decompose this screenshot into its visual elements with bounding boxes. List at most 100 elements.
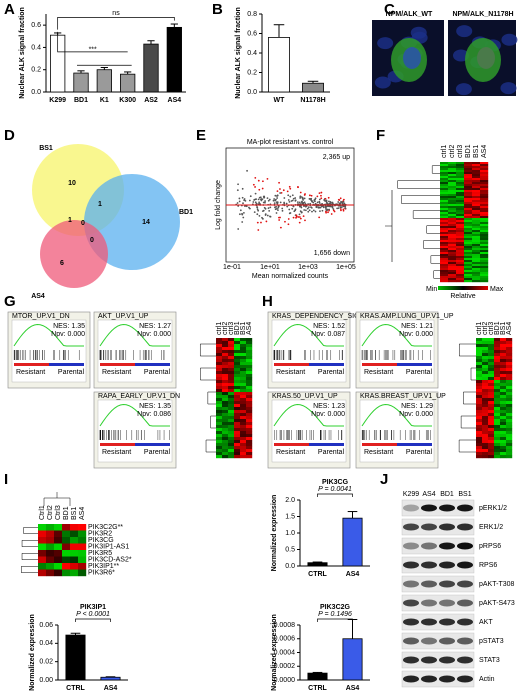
group-label: Parental bbox=[406, 369, 433, 376]
heat-cell bbox=[464, 184, 473, 187]
heat-cell bbox=[480, 170, 489, 173]
point bbox=[254, 186, 256, 188]
heat-cell bbox=[234, 371, 241, 375]
heat-cell bbox=[440, 164, 449, 167]
heat-cell bbox=[78, 524, 87, 531]
heat-cell bbox=[246, 455, 253, 459]
point bbox=[333, 210, 336, 213]
heat-cell bbox=[506, 440, 513, 444]
heat-cell bbox=[500, 428, 507, 432]
heat-cell bbox=[448, 246, 457, 249]
point bbox=[318, 192, 321, 195]
heat-cell bbox=[472, 262, 481, 265]
heat-cell bbox=[488, 359, 495, 363]
heat-cell bbox=[46, 543, 55, 551]
bar bbox=[342, 517, 363, 567]
heat-cell bbox=[500, 443, 507, 447]
point bbox=[294, 208, 297, 211]
point bbox=[283, 202, 286, 205]
protein-label: pRPS6 bbox=[479, 543, 501, 550]
y-tick-label: 0.2 bbox=[247, 69, 257, 76]
x-tick-label: AS4 bbox=[168, 97, 182, 104]
heat-cell bbox=[464, 264, 473, 267]
heat-cell bbox=[440, 174, 449, 177]
heat-cell bbox=[472, 266, 481, 269]
blot-strip bbox=[401, 651, 475, 669]
band bbox=[439, 599, 455, 607]
heat-cell bbox=[480, 228, 489, 231]
band bbox=[439, 542, 455, 550]
heat-cell bbox=[234, 422, 241, 426]
heat-cell bbox=[464, 200, 473, 203]
heat-cell bbox=[482, 338, 489, 342]
heat-cell bbox=[472, 236, 481, 239]
heat-cell bbox=[246, 449, 253, 453]
heat-cell bbox=[480, 162, 489, 165]
heat-cell bbox=[464, 230, 473, 233]
heat-cell bbox=[216, 356, 223, 360]
heat-cell bbox=[216, 401, 223, 405]
point bbox=[324, 197, 327, 200]
heat-cell bbox=[216, 416, 223, 420]
heat-cell bbox=[228, 377, 235, 381]
column-label: Ctrl2 bbox=[47, 505, 54, 520]
heat-cell bbox=[494, 365, 501, 369]
heat-cell bbox=[240, 356, 247, 360]
heat-cell bbox=[480, 260, 489, 263]
heat-cell bbox=[480, 212, 489, 215]
point bbox=[296, 201, 299, 203]
heat-cell bbox=[476, 368, 483, 372]
point bbox=[261, 180, 264, 183]
heat-cell bbox=[506, 410, 513, 414]
dendrogram bbox=[43, 492, 71, 506]
point bbox=[339, 206, 342, 209]
heat-cell bbox=[222, 428, 229, 432]
heat-cell bbox=[440, 220, 449, 223]
y-axis-label: Normalized expression bbox=[271, 614, 278, 691]
point bbox=[330, 213, 333, 215]
heat-cell bbox=[482, 344, 489, 348]
heat-cell bbox=[246, 338, 253, 342]
heat-cell bbox=[464, 212, 473, 215]
heat-cell bbox=[440, 210, 449, 213]
heat-cell bbox=[482, 422, 489, 426]
heat-cell bbox=[476, 398, 483, 402]
point bbox=[294, 197, 297, 199]
point bbox=[246, 169, 248, 172]
heat-cell bbox=[234, 362, 241, 366]
heat-cell bbox=[240, 428, 247, 432]
heat-cell bbox=[500, 365, 507, 369]
heat-cell bbox=[228, 338, 235, 342]
heat-cell bbox=[464, 228, 473, 231]
point bbox=[331, 206, 334, 209]
column-label: BS1 bbox=[473, 145, 480, 158]
heat-cell bbox=[506, 338, 513, 342]
bracket bbox=[75, 618, 111, 622]
heat-cell bbox=[464, 192, 473, 195]
rank-red bbox=[362, 443, 397, 446]
point bbox=[266, 197, 269, 200]
heat-cell bbox=[500, 356, 507, 360]
heat-cell bbox=[234, 386, 241, 390]
point bbox=[314, 197, 317, 200]
heat-cell bbox=[240, 452, 247, 456]
x-tick-label: BD1 bbox=[74, 97, 88, 104]
group-label: Resistant bbox=[102, 449, 131, 456]
point bbox=[269, 215, 272, 218]
heat-cell bbox=[456, 170, 465, 173]
column-label: BD1 bbox=[234, 321, 241, 335]
point bbox=[339, 202, 342, 205]
heat-cell bbox=[464, 190, 473, 193]
nucleus bbox=[455, 83, 472, 96]
protein-label: pSTAT3 bbox=[479, 638, 504, 645]
heat-cell bbox=[440, 188, 449, 191]
heat-cell bbox=[506, 455, 513, 459]
heat-cell bbox=[488, 362, 495, 366]
heat-cell bbox=[480, 224, 489, 227]
point bbox=[340, 209, 342, 212]
heat-cell bbox=[472, 248, 481, 251]
heat-cell bbox=[500, 374, 507, 378]
point bbox=[342, 201, 345, 203]
point bbox=[285, 202, 288, 205]
heat-cell bbox=[480, 280, 489, 283]
